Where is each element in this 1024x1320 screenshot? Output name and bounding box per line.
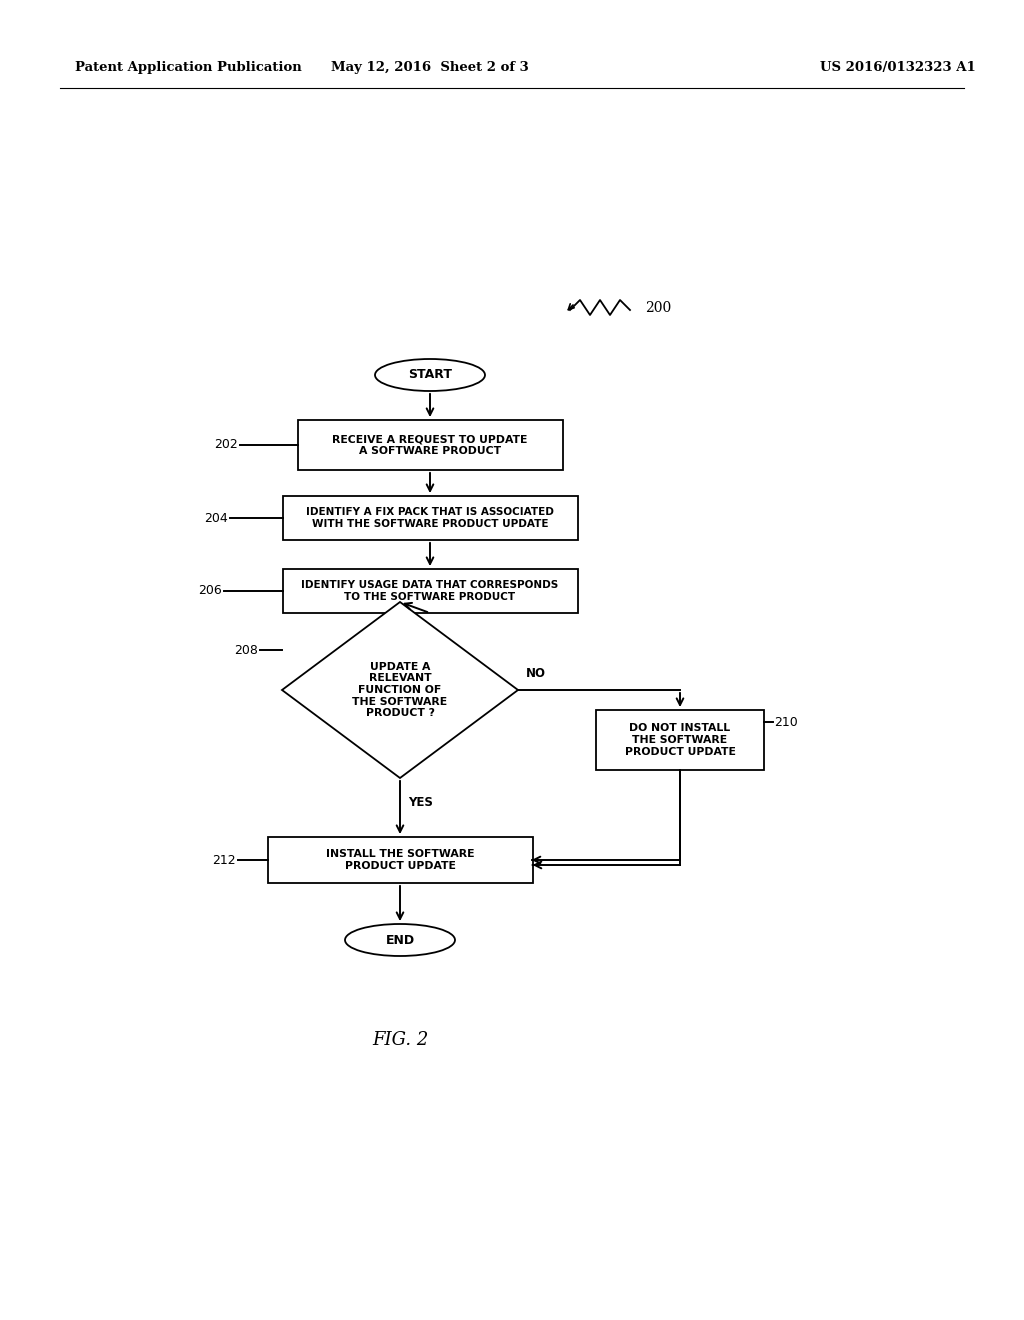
Polygon shape: [282, 602, 518, 777]
Ellipse shape: [345, 924, 455, 956]
Text: Patent Application Publication: Patent Application Publication: [75, 62, 302, 74]
Text: 200: 200: [645, 301, 672, 315]
FancyBboxPatch shape: [283, 496, 578, 540]
Text: DO NOT INSTALL
THE SOFTWARE
PRODUCT UPDATE: DO NOT INSTALL THE SOFTWARE PRODUCT UPDA…: [625, 723, 735, 756]
FancyBboxPatch shape: [298, 420, 562, 470]
FancyBboxPatch shape: [596, 710, 764, 770]
Text: END: END: [385, 933, 415, 946]
Text: US 2016/0132323 A1: US 2016/0132323 A1: [820, 62, 976, 74]
Text: RECEIVE A REQUEST TO UPDATE
A SOFTWARE PRODUCT: RECEIVE A REQUEST TO UPDATE A SOFTWARE P…: [333, 434, 527, 455]
Text: FIG. 2: FIG. 2: [372, 1031, 428, 1049]
Text: INSTALL THE SOFTWARE
PRODUCT UPDATE: INSTALL THE SOFTWARE PRODUCT UPDATE: [326, 849, 474, 871]
Text: NO: NO: [526, 667, 546, 680]
Text: May 12, 2016  Sheet 2 of 3: May 12, 2016 Sheet 2 of 3: [331, 62, 528, 74]
Text: 210: 210: [774, 715, 798, 729]
Text: START: START: [408, 368, 452, 381]
Ellipse shape: [375, 359, 485, 391]
Text: 208: 208: [234, 644, 258, 656]
Text: YES: YES: [408, 796, 433, 809]
Text: 206: 206: [199, 585, 222, 598]
Text: 202: 202: [214, 438, 238, 451]
Text: UPDATE A
RELEVANT
FUNCTION OF
THE SOFTWARE
PRODUCT ?: UPDATE A RELEVANT FUNCTION OF THE SOFTWA…: [352, 661, 447, 718]
FancyBboxPatch shape: [283, 569, 578, 612]
Text: 204: 204: [204, 511, 228, 524]
Text: IDENTIFY USAGE DATA THAT CORRESPONDS
TO THE SOFTWARE PRODUCT: IDENTIFY USAGE DATA THAT CORRESPONDS TO …: [301, 581, 559, 602]
Text: 212: 212: [212, 854, 236, 866]
FancyBboxPatch shape: [267, 837, 532, 883]
Text: IDENTIFY A FIX PACK THAT IS ASSOCIATED
WITH THE SOFTWARE PRODUCT UPDATE: IDENTIFY A FIX PACK THAT IS ASSOCIATED W…: [306, 507, 554, 529]
